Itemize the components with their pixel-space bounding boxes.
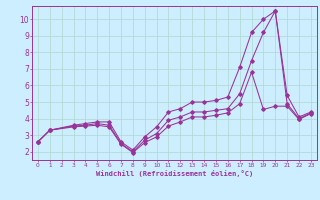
X-axis label: Windchill (Refroidissement éolien,°C): Windchill (Refroidissement éolien,°C) (96, 170, 253, 177)
